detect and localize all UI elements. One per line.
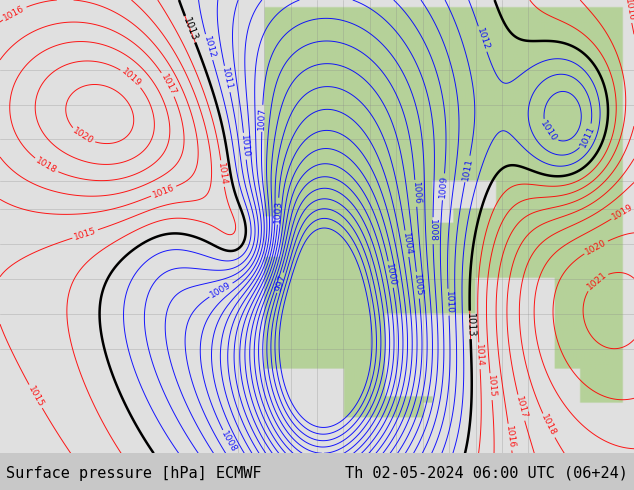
Text: 1020: 1020 — [584, 238, 608, 256]
Text: 1008: 1008 — [219, 430, 238, 454]
Text: 1009: 1009 — [209, 280, 233, 299]
Text: 1010: 1010 — [239, 134, 250, 158]
Text: 1016: 1016 — [2, 3, 27, 22]
Text: Surface pressure [hPa] ECMWF: Surface pressure [hPa] ECMWF — [6, 466, 262, 481]
Text: 1016: 1016 — [623, 0, 634, 22]
Text: 1011: 1011 — [221, 67, 234, 91]
Text: 1012: 1012 — [202, 35, 216, 59]
Text: 1010: 1010 — [538, 120, 559, 144]
Text: 1006: 1006 — [410, 181, 421, 205]
Text: 1008: 1008 — [429, 219, 437, 242]
Text: 1014: 1014 — [216, 162, 228, 186]
Text: 1016: 1016 — [152, 183, 176, 199]
Text: 1007: 1007 — [257, 107, 267, 130]
Text: 1021: 1021 — [585, 270, 609, 292]
Text: 997: 997 — [273, 273, 287, 292]
Text: 1019: 1019 — [611, 202, 634, 222]
Text: 1017: 1017 — [159, 72, 178, 97]
Text: 1019: 1019 — [120, 67, 143, 89]
Text: 1015: 1015 — [73, 226, 98, 242]
Text: 1020: 1020 — [71, 126, 95, 147]
Text: 1016: 1016 — [504, 425, 516, 449]
Text: 1014: 1014 — [474, 344, 484, 368]
Text: 1003: 1003 — [273, 199, 283, 223]
Text: 1018: 1018 — [540, 414, 558, 438]
Text: 1013: 1013 — [181, 16, 199, 43]
Text: 1012: 1012 — [475, 27, 491, 51]
Text: 1004: 1004 — [401, 232, 413, 256]
Text: 1011: 1011 — [461, 157, 474, 181]
Text: Th 02-05-2024 06:00 UTC (06+24): Th 02-05-2024 06:00 UTC (06+24) — [345, 466, 628, 481]
Text: 1009: 1009 — [438, 175, 449, 198]
Text: 1011: 1011 — [578, 124, 596, 149]
Text: 1010: 1010 — [444, 291, 453, 314]
Text: 1015: 1015 — [486, 375, 496, 398]
Text: 1015: 1015 — [26, 384, 45, 409]
Text: 1000: 1000 — [384, 262, 398, 287]
Text: 1018: 1018 — [34, 156, 58, 175]
Text: 1005: 1005 — [412, 273, 424, 297]
Text: 1013: 1013 — [465, 313, 476, 337]
Text: 1017: 1017 — [514, 395, 528, 420]
